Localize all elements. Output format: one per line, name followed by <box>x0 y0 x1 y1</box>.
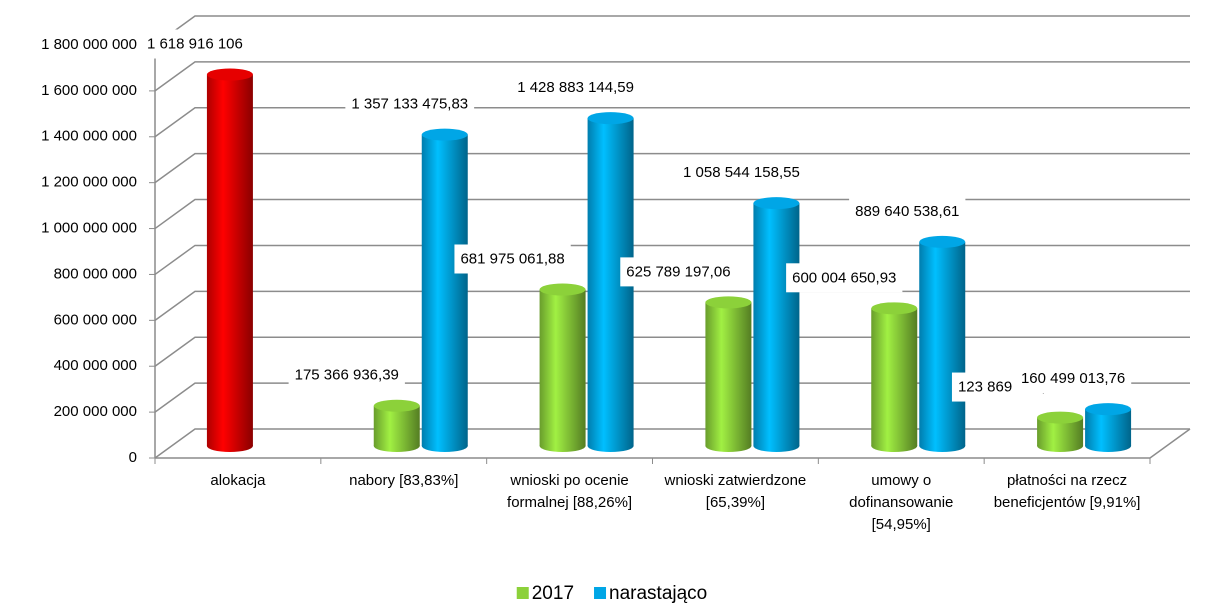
bar-body <box>705 302 752 446</box>
y-tick-label: 800 000 000 <box>54 265 137 282</box>
bar-top <box>705 296 752 309</box>
bar <box>206 68 253 452</box>
bar-bottom <box>373 440 420 452</box>
data-label: 1 357 133 475,83 <box>351 96 468 113</box>
bar-body <box>919 241 966 446</box>
x-tick-label: alokacja <box>210 472 266 489</box>
legend-swatch <box>516 587 529 599</box>
bar-top <box>1085 403 1132 416</box>
x-tick-label: płatności na rzecz beneficjentów [9,91%] <box>993 472 1141 511</box>
y-tick-label: 0 <box>129 449 137 466</box>
data-label: 160 499 013,76 <box>1021 370 1125 387</box>
data-label-bg <box>849 196 966 226</box>
data-label: 600 004 650,93 <box>792 269 896 286</box>
y-tick-label: 1 400 000 000 <box>41 128 137 145</box>
y-tick-label: 600 000 000 <box>54 311 137 328</box>
data-label-bg <box>288 360 405 390</box>
bar <box>919 235 966 452</box>
data-label: 889 640 538,61 <box>855 203 959 220</box>
bar <box>871 302 918 452</box>
bar-top <box>539 283 586 296</box>
y-tick-label: 1 800 000 000 <box>41 36 137 53</box>
data-label: 625 789 197,06 <box>626 263 730 280</box>
data-label-bg <box>786 263 903 293</box>
grid-line <box>154 428 1190 459</box>
bar-body <box>539 289 586 446</box>
grid-line <box>154 15 1190 46</box>
data-label: 1 058 544 158,55 <box>683 164 800 181</box>
bar-top <box>206 68 253 81</box>
grid-line <box>154 61 1190 92</box>
data-label-bg <box>1014 364 1132 394</box>
bar-bottom <box>871 440 918 452</box>
x-tick-label: umowy o dofinansowanie [54,95%] <box>849 472 954 533</box>
bar-body <box>421 134 468 446</box>
bar-body <box>373 405 420 446</box>
grid-line <box>154 336 1190 367</box>
data-label-bg <box>454 244 571 274</box>
bar-bottom <box>206 440 253 452</box>
x-tick-label: nabory [83,83%] <box>349 472 459 489</box>
bar-top <box>919 235 966 248</box>
bar-bottom <box>1037 440 1084 452</box>
bar <box>421 128 468 452</box>
data-label: 175 366 936,39 <box>295 367 399 384</box>
bar-bottom <box>539 440 586 452</box>
grid-line <box>154 107 1190 138</box>
data-label-bg <box>140 29 249 59</box>
bar-top <box>1037 411 1084 424</box>
bar-bottom <box>1085 440 1132 452</box>
grid-line <box>154 152 1190 184</box>
bar-bottom <box>705 440 752 452</box>
bar-bottom <box>753 440 800 452</box>
y-tick-label: 1 200 000 000 <box>41 174 137 191</box>
legend-label: narastająco <box>609 583 707 604</box>
bar <box>373 399 420 452</box>
bar-bottom <box>587 440 634 452</box>
grid-line <box>154 244 1190 276</box>
bar-body <box>1085 409 1132 446</box>
bar <box>1037 411 1084 452</box>
bar-top <box>373 399 420 412</box>
bar-bottom <box>421 440 468 452</box>
bar-body <box>206 74 253 446</box>
data-label-bg <box>620 257 737 287</box>
legend-swatch <box>594 587 607 599</box>
bar-body <box>753 203 800 446</box>
y-tick-label: 1 600 000 000 <box>41 82 137 99</box>
bar-body <box>871 308 918 446</box>
data-label-bg <box>345 89 475 119</box>
x-tick-label: wnioski zatwierdzone [65,39%] <box>664 472 807 511</box>
legend-label: 2017 <box>532 583 574 604</box>
bar <box>1085 403 1132 452</box>
y-tick-label: 1 000 000 000 <box>41 220 137 237</box>
bar <box>753 197 800 452</box>
bar <box>705 296 752 452</box>
grid-line <box>154 382 1190 413</box>
grid-line <box>154 290 1190 321</box>
bar-top <box>587 112 634 125</box>
x-tick-label: wnioski po ocenie formalnej [88,26%] <box>507 472 633 511</box>
bar-top <box>421 128 468 141</box>
data-label-bg <box>511 73 640 103</box>
bar-top <box>753 197 800 210</box>
data-label: 681 975 061,88 <box>460 250 564 267</box>
data-label: 1 618 916 106 <box>147 36 243 53</box>
legend: 2017 narastająco <box>516 583 707 604</box>
floor <box>155 428 1191 459</box>
bar-bottom <box>919 440 966 452</box>
data-label: 1 428 883 144,59 <box>517 79 634 96</box>
y-tick-label: 200 000 000 <box>54 403 137 420</box>
grid-line <box>154 198 1190 230</box>
bar-top <box>871 302 918 315</box>
y-tick-label: 400 000 000 <box>54 357 137 374</box>
data-label-bg <box>677 158 806 188</box>
bar <box>539 283 586 452</box>
